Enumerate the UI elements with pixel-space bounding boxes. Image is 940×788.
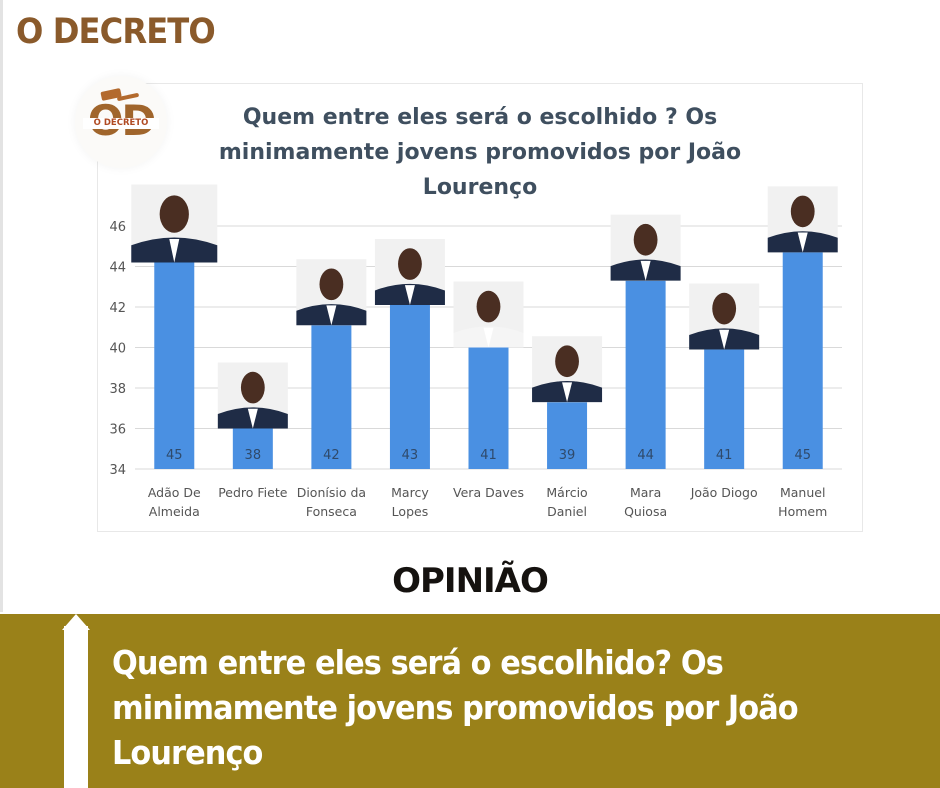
category-label: Marcy [391, 485, 429, 500]
portrait-head [633, 223, 658, 256]
category-label: Pedro Fiete [218, 485, 288, 500]
category-label: Márcio [546, 485, 587, 500]
data-label: 39 [559, 448, 576, 463]
section-label: OPINIÃO [392, 561, 549, 601]
banner-notch-arrow [62, 614, 90, 630]
data-label: 45 [794, 448, 811, 463]
y-tick-label: 44 [109, 261, 126, 276]
portrait-head [476, 290, 501, 323]
category-label: Mara [630, 485, 661, 500]
portrait-head [398, 248, 422, 280]
portrait-collar [483, 327, 494, 348]
data-label: 43 [402, 448, 419, 463]
data-label: 42 [323, 448, 340, 463]
category-label: Daniel [547, 504, 587, 519]
portrait-head [712, 292, 737, 325]
bar [547, 402, 588, 469]
portrait-collar [562, 382, 573, 403]
bar [625, 280, 666, 469]
y-tick-label: 36 [109, 423, 126, 438]
brand-title: O DECRETO [16, 12, 216, 52]
data-label: 41 [716, 448, 733, 463]
bar [468, 347, 509, 469]
category-label: João Diogo [690, 485, 758, 500]
portrait-collar [797, 232, 808, 253]
portrait-collar [640, 260, 651, 281]
category-label: Manuel [780, 485, 825, 500]
data-label: 44 [637, 448, 654, 463]
headline-banner [0, 614, 940, 788]
category-label: Adão De [148, 485, 201, 500]
bar [782, 252, 823, 469]
logo-band-text: O DECRETO [83, 118, 159, 129]
y-tick-label: 46 [109, 220, 126, 235]
category-label: Quiosa [624, 504, 667, 519]
bar [154, 262, 195, 469]
category-label: Dionísio da [297, 485, 366, 500]
y-tick-label: 40 [109, 342, 126, 357]
portrait-head [319, 268, 344, 301]
data-label: 45 [166, 448, 183, 463]
gavel-icon [100, 88, 139, 101]
portrait-head [240, 371, 265, 404]
bar [232, 428, 273, 469]
chart-title: Quem entre eles será o escolhido ? Os mi… [218, 105, 742, 200]
bar [311, 325, 352, 469]
portrait-collar [247, 408, 258, 429]
category-label: Lopes [392, 504, 429, 519]
left-divider [0, 0, 3, 612]
bar [704, 349, 745, 469]
portrait-collar [169, 239, 180, 263]
y-tick-label: 38 [109, 382, 126, 397]
brand-logo: OD O DECRETO [75, 76, 167, 168]
portrait-collar [719, 329, 730, 350]
portrait-head [159, 195, 189, 233]
category-label: Homem [778, 504, 827, 519]
portrait-head [790, 195, 815, 228]
category-label: Vera Daves [453, 485, 524, 500]
portrait-head [555, 345, 579, 378]
bar-chart: 34 36 38 40 42 44 46 45 Adão De Almeida 38 Pedro Fi… [109, 184, 842, 519]
y-tick-label: 42 [109, 301, 126, 316]
portrait-collar [404, 285, 415, 305]
data-label: 38 [245, 448, 262, 463]
y-tick-label: 34 [109, 463, 126, 478]
category-label: Fonseca [306, 504, 357, 519]
data-label: 41 [480, 448, 497, 463]
headline-text: Quem entre eles será o escolhido? Os min… [112, 643, 799, 772]
portrait-collar [326, 305, 337, 326]
bar [389, 304, 430, 469]
banner-accent-bar [64, 626, 88, 788]
category-label: Almeida [149, 504, 200, 519]
